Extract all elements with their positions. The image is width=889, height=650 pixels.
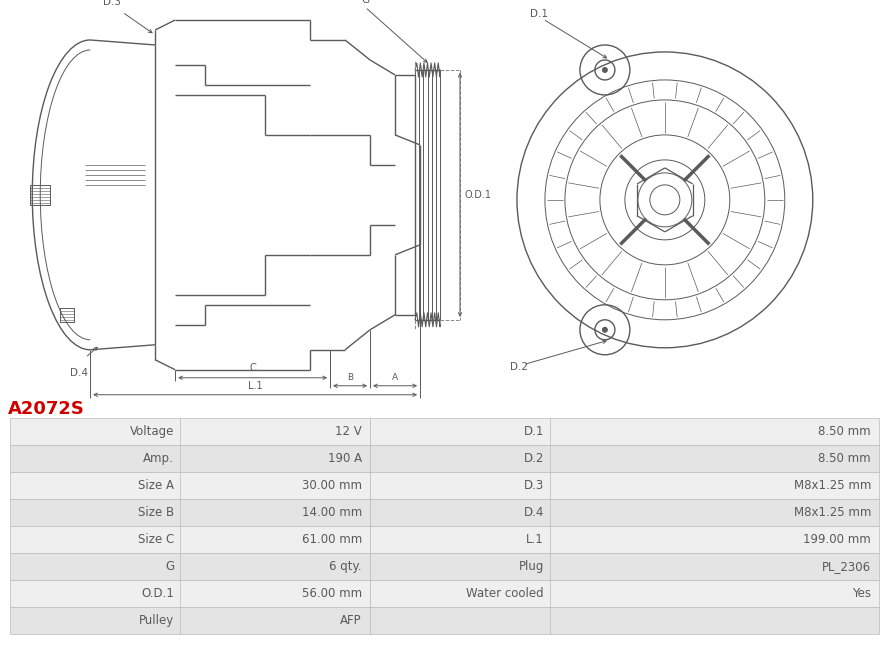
Bar: [10, 445, 370, 472]
Text: Yes: Yes: [852, 587, 871, 600]
Text: PL_2306: PL_2306: [821, 560, 871, 573]
Bar: [10, 580, 370, 607]
Text: G: G: [164, 560, 174, 573]
Text: 30.00 mm: 30.00 mm: [302, 479, 362, 492]
Text: B: B: [347, 372, 353, 382]
Text: 56.00 mm: 56.00 mm: [302, 587, 362, 600]
Text: 12 V: 12 V: [335, 425, 362, 438]
Bar: [370, 499, 879, 526]
Text: L.1: L.1: [526, 533, 544, 546]
Text: Water cooled: Water cooled: [467, 587, 544, 600]
Text: 61.00 mm: 61.00 mm: [301, 533, 362, 546]
Bar: [10, 418, 370, 445]
Bar: [10, 499, 370, 526]
Text: D.3: D.3: [103, 0, 121, 7]
Bar: [30, 185, 51, 205]
Text: 8.50 mm: 8.50 mm: [819, 452, 871, 465]
Text: Plug: Plug: [518, 560, 544, 573]
Text: Size A: Size A: [138, 479, 174, 492]
Bar: [10, 472, 370, 499]
Text: 199.00 mm: 199.00 mm: [804, 533, 871, 546]
Text: D.1: D.1: [524, 425, 544, 438]
Text: O.D.1: O.D.1: [465, 190, 492, 200]
Text: M8x1.25 mm: M8x1.25 mm: [794, 506, 871, 519]
Text: A: A: [392, 372, 398, 382]
Bar: [10, 607, 370, 634]
Text: D.2: D.2: [510, 362, 528, 372]
Text: D.4: D.4: [524, 506, 544, 519]
Text: D.4: D.4: [70, 368, 88, 378]
Bar: [370, 553, 879, 580]
Text: 190 A: 190 A: [328, 452, 362, 465]
Text: Size B: Size B: [138, 506, 174, 519]
Text: D.1: D.1: [530, 9, 548, 19]
Text: 14.00 mm: 14.00 mm: [301, 506, 362, 519]
Text: O.D.1: O.D.1: [141, 587, 174, 600]
Text: AFP: AFP: [340, 614, 362, 627]
Bar: [370, 472, 879, 499]
Circle shape: [602, 327, 608, 333]
Bar: [370, 526, 879, 553]
Text: Size C: Size C: [138, 533, 174, 546]
Bar: [370, 418, 879, 445]
Text: A2072S: A2072S: [8, 400, 84, 418]
Bar: [370, 445, 879, 472]
Bar: [10, 553, 370, 580]
Text: Pulley: Pulley: [139, 614, 174, 627]
Text: Amp.: Amp.: [143, 452, 174, 465]
Bar: [370, 607, 879, 634]
Text: 8.50 mm: 8.50 mm: [819, 425, 871, 438]
Text: C: C: [249, 363, 256, 372]
Bar: [370, 580, 879, 607]
Text: L.1: L.1: [248, 381, 262, 391]
Text: D.3: D.3: [524, 479, 544, 492]
Text: G: G: [361, 0, 369, 5]
Bar: [10, 526, 370, 553]
Bar: [60, 308, 75, 322]
Text: D.2: D.2: [524, 452, 544, 465]
Text: M8x1.25 mm: M8x1.25 mm: [794, 479, 871, 492]
Text: 6 qty.: 6 qty.: [330, 560, 362, 573]
Text: Voltage: Voltage: [130, 425, 174, 438]
Circle shape: [602, 67, 608, 73]
